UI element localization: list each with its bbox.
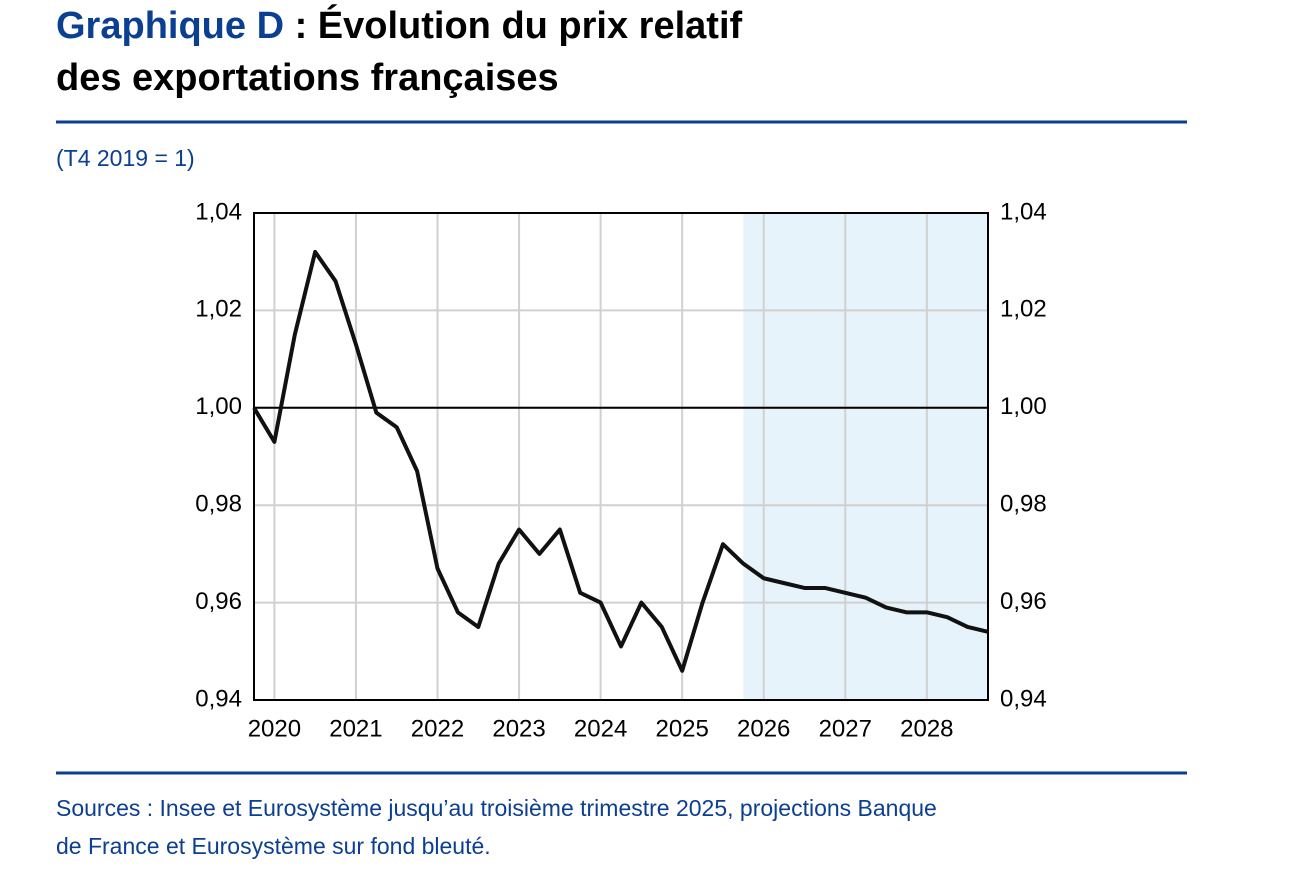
- y-tick-label: 0,94: [195, 685, 242, 712]
- x-tick-label: 2023: [492, 715, 545, 742]
- chart-title: Graphique D : Évolution du prix relatif: [56, 3, 743, 47]
- y-tick-label: 1,04: [195, 198, 242, 225]
- y2-tick-label: 1,00: [1000, 393, 1047, 420]
- y-tick-label: 1,00: [195, 393, 242, 420]
- y2-tick-label: 0,98: [1000, 491, 1047, 518]
- x-tick-label: 2026: [737, 715, 790, 742]
- source: de France et Eurosystème sur fond bleuté…: [56, 833, 491, 859]
- x-tick-label: 2027: [819, 715, 872, 742]
- x-tick-label: 2028: [900, 715, 953, 742]
- title-line: : Évolution du prix relatif: [284, 3, 742, 47]
- title-prefix: Graphique D: [56, 5, 284, 47]
- y-tick-label: 0,98: [195, 491, 242, 518]
- x-tick-label: 2022: [411, 715, 464, 742]
- title-line: des exportations françaises: [56, 57, 559, 99]
- projection-zone: [743, 213, 988, 700]
- subtitle: (T4 2019 = 1): [56, 145, 195, 171]
- y2-tick-label: 0,96: [1000, 588, 1047, 615]
- x-tick-label: 2024: [574, 715, 627, 742]
- y2-tick-label: 1,02: [1000, 296, 1047, 323]
- x-tick-label: 2020: [248, 715, 301, 742]
- plot-frame: [253, 212, 989, 701]
- y2-tick-label: 0,94: [1000, 685, 1047, 712]
- y-tick-label: 0,96: [195, 588, 242, 615]
- y2-tick-label: 1,04: [1000, 198, 1047, 225]
- source: Sources : Insee et Eurosystème jusqu’au …: [56, 795, 937, 821]
- x-tick-label: 2021: [329, 715, 382, 742]
- x-tick-label: 2025: [655, 715, 708, 742]
- series-line: [252, 249, 989, 673]
- y-tick-label: 1,02: [195, 296, 242, 323]
